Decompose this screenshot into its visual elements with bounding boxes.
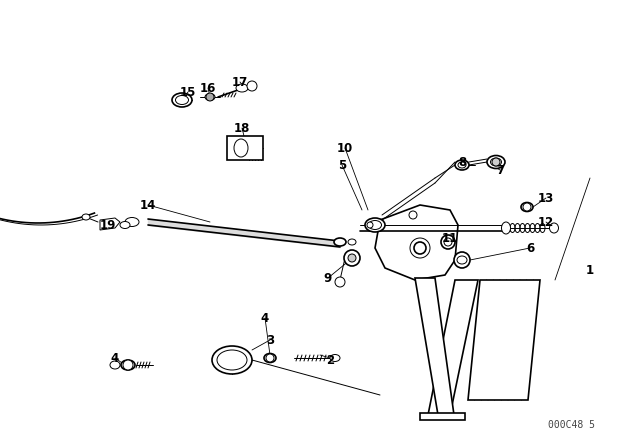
Circle shape xyxy=(444,238,452,246)
Circle shape xyxy=(409,211,417,219)
Ellipse shape xyxy=(369,220,381,229)
Ellipse shape xyxy=(521,202,533,211)
Text: 19: 19 xyxy=(100,219,116,232)
Text: 14: 14 xyxy=(140,198,156,211)
Text: 9: 9 xyxy=(324,271,332,284)
Polygon shape xyxy=(468,280,540,400)
Circle shape xyxy=(123,360,133,370)
Polygon shape xyxy=(375,205,458,280)
Text: 6: 6 xyxy=(526,241,534,254)
Circle shape xyxy=(367,222,373,228)
Text: 17: 17 xyxy=(232,76,248,89)
Text: 4: 4 xyxy=(111,352,119,365)
Ellipse shape xyxy=(330,354,340,362)
Ellipse shape xyxy=(175,95,189,104)
Circle shape xyxy=(454,252,470,268)
Ellipse shape xyxy=(458,162,466,168)
Circle shape xyxy=(414,242,426,254)
Ellipse shape xyxy=(365,218,385,232)
Text: 10: 10 xyxy=(337,142,353,155)
Ellipse shape xyxy=(110,361,120,369)
Circle shape xyxy=(492,158,500,166)
Circle shape xyxy=(410,238,430,258)
Circle shape xyxy=(344,250,360,266)
Polygon shape xyxy=(100,218,120,230)
Text: 13: 13 xyxy=(538,191,554,204)
Text: 1: 1 xyxy=(586,263,594,276)
Ellipse shape xyxy=(348,239,356,245)
Text: 11: 11 xyxy=(442,232,458,245)
Text: 12: 12 xyxy=(538,215,554,228)
Polygon shape xyxy=(428,280,478,415)
Circle shape xyxy=(206,93,214,101)
Text: 4: 4 xyxy=(261,311,269,324)
Bar xyxy=(227,136,263,160)
Ellipse shape xyxy=(121,360,135,370)
Text: 15: 15 xyxy=(180,86,196,99)
Ellipse shape xyxy=(334,238,346,246)
Text: 5: 5 xyxy=(338,159,346,172)
Ellipse shape xyxy=(212,346,252,374)
Text: 8: 8 xyxy=(458,155,466,168)
Circle shape xyxy=(266,354,274,362)
Polygon shape xyxy=(420,413,465,420)
Circle shape xyxy=(441,235,455,249)
Ellipse shape xyxy=(264,353,276,362)
Ellipse shape xyxy=(172,93,192,107)
Ellipse shape xyxy=(205,94,215,100)
Text: 16: 16 xyxy=(200,82,216,95)
Ellipse shape xyxy=(490,158,502,166)
Text: 2: 2 xyxy=(326,353,334,366)
Circle shape xyxy=(247,81,257,91)
Circle shape xyxy=(348,254,356,262)
Circle shape xyxy=(523,203,531,211)
Text: 3: 3 xyxy=(266,333,274,346)
Polygon shape xyxy=(415,278,454,415)
Text: 18: 18 xyxy=(234,121,250,134)
Ellipse shape xyxy=(455,160,469,170)
Ellipse shape xyxy=(120,221,130,228)
Ellipse shape xyxy=(82,214,90,220)
Ellipse shape xyxy=(550,223,559,233)
Ellipse shape xyxy=(236,84,248,92)
Text: 000C48 5: 000C48 5 xyxy=(548,420,595,430)
Text: 7: 7 xyxy=(496,164,504,177)
Circle shape xyxy=(335,277,345,287)
Ellipse shape xyxy=(502,222,511,234)
Ellipse shape xyxy=(487,155,505,168)
Ellipse shape xyxy=(125,217,139,227)
